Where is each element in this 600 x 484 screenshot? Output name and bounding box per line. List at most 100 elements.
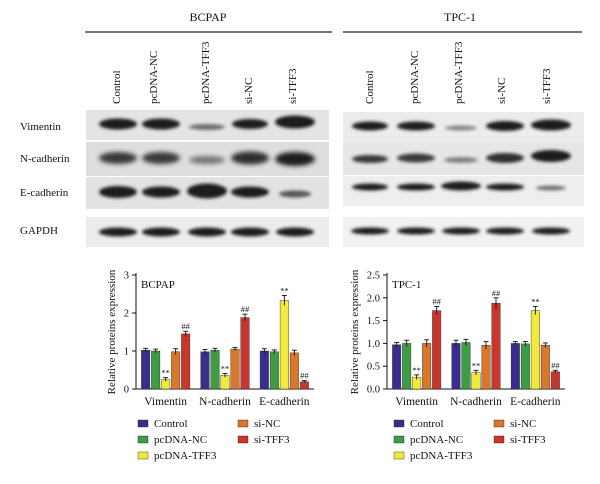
row-label-e-cadherin: E-cadherin <box>20 187 69 199</box>
legend-label: si-TFF3 <box>510 434 546 446</box>
lane-label: Control <box>364 70 376 104</box>
blot-band <box>397 227 435 235</box>
significance-mark: ** <box>472 360 481 370</box>
bar-charts: 0 1 2 3 Relative proteins expression BCPAP ** #… <box>106 269 565 462</box>
legend: Control pcDNA-NC pcDNA-TFF3 si-NC si-TFF3 <box>393 418 546 462</box>
bar <box>451 343 461 390</box>
blot-band <box>486 183 524 191</box>
legend-swatch <box>237 419 249 428</box>
y-tick-label: 0 <box>124 385 129 396</box>
bar <box>540 345 550 390</box>
bar <box>220 375 230 390</box>
y-tick-label: 1.5 <box>367 316 380 327</box>
row-label-gapdh: GAPDH <box>20 225 58 237</box>
lane-label: pcDNA-TFF3 <box>200 41 212 104</box>
chart-title: BCPAP <box>141 279 175 291</box>
blot-band <box>531 119 571 131</box>
significance-mark: ** <box>221 363 230 373</box>
blot-bands <box>99 115 571 237</box>
blot-band <box>276 227 314 237</box>
bar <box>151 350 161 390</box>
legend-swatch <box>493 419 505 428</box>
bar <box>471 372 481 390</box>
y-tick-label: 1.0 <box>367 339 380 350</box>
blot-band <box>231 227 269 237</box>
blot-band <box>531 150 571 162</box>
bar <box>530 310 540 390</box>
chart-title: TPC-1 <box>392 279 421 291</box>
legend: Control pcDNA-NC pcDNA-TFF3 si-NC si-TFF3 <box>137 418 290 462</box>
blot-band <box>536 185 566 191</box>
significance-mark: ** <box>280 286 289 296</box>
bar <box>422 343 432 390</box>
row-label-n-cadherin: N-cadherin <box>20 153 70 165</box>
lane-label: pcDNA-NC <box>409 51 421 104</box>
bar <box>491 303 501 390</box>
lane-label: si-TFF3 <box>287 68 299 104</box>
legend-label: pcDNA-TFF3 <box>154 450 217 462</box>
legend-label: si-NC <box>510 418 536 430</box>
legend-swatch <box>137 419 149 428</box>
significance-mark: ** <box>161 368 170 378</box>
blot-band <box>99 118 137 130</box>
bar <box>481 345 491 390</box>
lane-label: si-NC <box>496 78 508 104</box>
bar <box>279 300 289 390</box>
y-axis-label: Relative proteins expression <box>106 269 118 394</box>
blot-band <box>187 183 227 199</box>
bar <box>432 310 442 390</box>
legend-label: pcDNA-NC <box>154 434 207 446</box>
bar <box>289 352 299 390</box>
x-tick-label: Vimentin <box>144 396 187 408</box>
y-tick-label: 2.0 <box>367 293 380 304</box>
legend-swatch <box>393 451 405 460</box>
y-axis-label: Relative proteins expression <box>349 269 361 394</box>
bar <box>392 344 402 390</box>
y-tick-label: 3 <box>124 271 129 282</box>
blot-band <box>232 119 268 129</box>
legend-label: Control <box>154 418 188 430</box>
significance-mark: ## <box>551 360 560 370</box>
blot-band <box>142 152 180 164</box>
lane-label: si-NC <box>243 78 255 104</box>
x-tick-label: E-cadherin <box>259 396 310 408</box>
bar <box>200 351 210 390</box>
blot-band <box>231 151 269 165</box>
blot-band <box>352 155 388 163</box>
blot-band <box>351 227 389 235</box>
blot-band <box>279 190 311 198</box>
legend-swatch <box>493 435 505 444</box>
blot-band <box>397 183 435 191</box>
blot-band <box>275 152 315 166</box>
legend-label: pcDNA-TFF3 <box>410 450 473 462</box>
legend-swatch <box>237 435 249 444</box>
blot-title-tpc1: TPC-1 <box>444 10 476 24</box>
blot-title-bcpap: BCPAP <box>190 10 227 24</box>
blot-band <box>445 125 477 131</box>
blot-band <box>99 152 137 164</box>
blot-band <box>444 157 478 163</box>
significance-mark: ## <box>492 288 501 298</box>
blot-band <box>442 227 480 235</box>
x-tick-label: N-cadherin <box>450 396 502 408</box>
x-tick-label: N-cadherin <box>199 396 251 408</box>
bar-chart: 0.0 0.5 1.0 1.5 2.0 2.5 Relative proteins expr… <box>349 269 565 462</box>
blot-band <box>99 227 137 237</box>
lane-label: Control <box>111 70 123 104</box>
y-tick-label: 1 <box>124 347 129 358</box>
lane-label: si-TFF3 <box>541 68 553 104</box>
bar <box>259 350 269 390</box>
legend-swatch <box>393 435 405 444</box>
significance-mark: ## <box>241 304 250 314</box>
blot-band <box>142 118 180 130</box>
bar <box>181 333 191 390</box>
bar <box>461 342 471 390</box>
blot-band <box>275 115 315 129</box>
bar <box>240 317 250 390</box>
legend-label: si-NC <box>254 418 280 430</box>
legend-swatch <box>137 451 149 460</box>
bar <box>510 343 520 390</box>
bar-chart: 0 1 2 3 Relative proteins expression BCPAP ** #… <box>106 269 314 462</box>
x-tick-label: Vimentin <box>395 396 438 408</box>
